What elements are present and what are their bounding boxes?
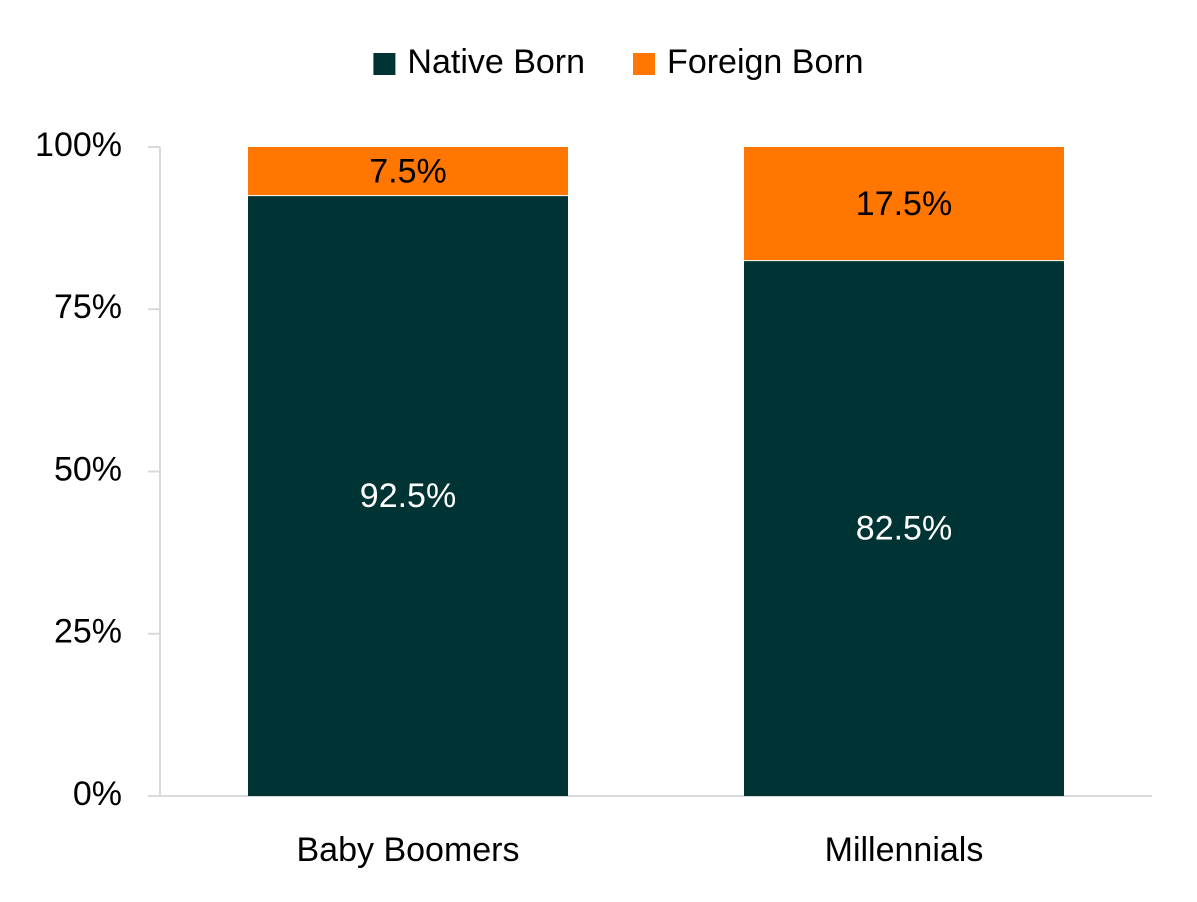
axes: 0% 25% 50% 75% 100% <box>35 126 1152 813</box>
bar-segment <box>744 260 1064 796</box>
data-label: 82.5% <box>856 509 952 547</box>
x-axis-labels: Baby Boomers Millennials <box>297 831 984 869</box>
y-tick-label: 50% <box>54 450 122 488</box>
bars: 92.5% 7.5% 82.5% 17.5% <box>248 147 1064 797</box>
y-tick-label: 100% <box>35 126 122 164</box>
bar-segment <box>248 147 568 196</box>
bar-segment <box>248 195 568 797</box>
legend-item: Native Born <box>373 43 585 81</box>
legend-swatch <box>633 53 656 75</box>
data-label: 17.5% <box>856 185 952 223</box>
data-label: 7.5% <box>369 152 447 190</box>
y-tick-label: 25% <box>54 613 122 651</box>
legend-item: Foreign Born <box>633 43 864 81</box>
legend-swatch <box>373 53 396 75</box>
y-tick-label: 0% <box>73 775 122 813</box>
data-label: 92.5% <box>360 477 456 515</box>
bar-segment <box>744 147 1064 261</box>
legend-label: Native Born <box>407 43 585 81</box>
legend-label: Foreign Born <box>667 43 864 81</box>
y-tick-label: 75% <box>54 288 122 326</box>
legend: Native Born Foreign Born <box>373 43 864 81</box>
x-tick-label: Millennials <box>825 831 984 869</box>
x-tick-label: Baby Boomers <box>297 831 520 869</box>
